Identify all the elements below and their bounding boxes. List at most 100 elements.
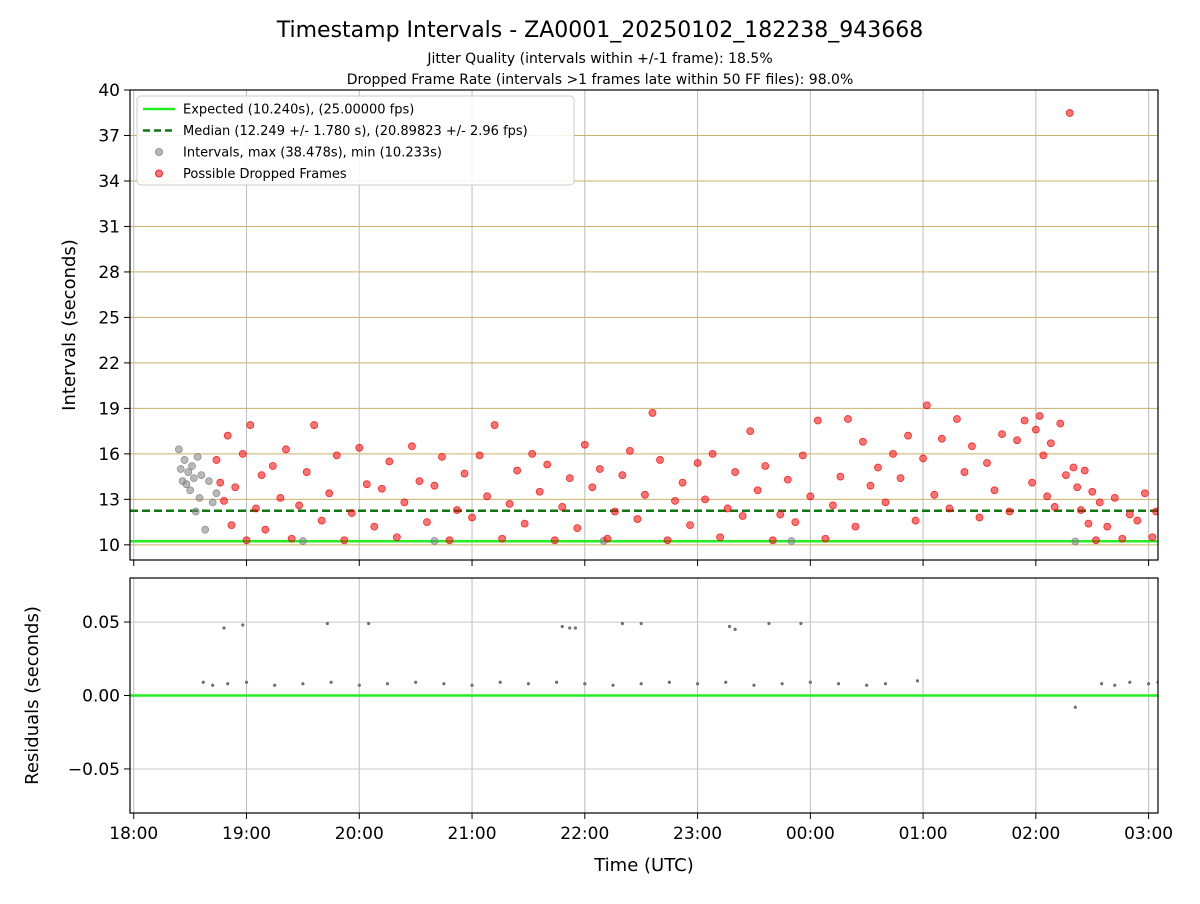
interval-point	[184, 468, 193, 476]
dropped-frame-point	[287, 534, 296, 543]
dropped-frame-point	[1148, 533, 1157, 542]
xtick-label: 19:00	[222, 824, 271, 844]
dropped-frame-point	[223, 431, 232, 440]
residual-point	[498, 680, 502, 684]
residual-point	[301, 682, 305, 686]
legend-box	[136, 95, 575, 186]
chart-subtitle-jitter: Jitter Quality (intervals within +/-1 fr…	[426, 51, 772, 67]
dropped-frame-point	[930, 490, 939, 499]
dropped-frame-point	[1062, 471, 1070, 479]
dropped-frame-point	[276, 493, 285, 502]
interval-point	[787, 537, 796, 545]
dropped-frame-point	[881, 498, 890, 507]
residual-point	[1147, 682, 1151, 686]
dropped-frame-point	[1065, 109, 1074, 117]
dropped-frame-point	[945, 504, 954, 513]
dropped-frame-point	[768, 536, 777, 545]
interval-point	[205, 477, 213, 486]
dropped-frame-point	[453, 506, 461, 514]
dropped-frame-point	[558, 503, 567, 511]
dropped-frame-point	[332, 451, 341, 460]
interval-point	[186, 486, 195, 495]
interval-point	[182, 480, 191, 489]
interval-point	[176, 465, 185, 473]
chart-title: Timestamp Intervals - ZA0001_20250102_18…	[276, 18, 924, 43]
dropped-frame-point	[975, 513, 984, 522]
residual-point	[555, 680, 559, 684]
dropped-frame-point	[851, 522, 860, 531]
dropped-frame-point	[543, 460, 552, 469]
dropped-frame-point	[1140, 489, 1149, 498]
interval-point	[188, 462, 196, 470]
dropped-frame-point	[983, 459, 991, 467]
dropped-frame-point	[746, 427, 755, 436]
dropped-frame-point	[648, 409, 657, 417]
xtick-label: 03:00	[1124, 824, 1173, 844]
interval-point	[193, 453, 202, 461]
dropped-frame-point	[1031, 425, 1040, 434]
dropped-frame-point	[310, 421, 319, 429]
dropped-frame-point	[960, 468, 969, 476]
residual-point	[695, 682, 700, 686]
dropped-frame-point	[385, 457, 394, 466]
dropped-frame-point	[641, 490, 649, 499]
bottom-ytick-label: 0.00	[82, 687, 120, 707]
interval-point	[174, 445, 183, 454]
dropped-frame-point	[573, 524, 582, 533]
dropped-frame-point	[723, 504, 732, 513]
legend-entry-label: Intervals, max (38.478s), min (10.233s)	[183, 146, 442, 161]
dropped-frame-point	[498, 534, 507, 543]
dropped-frame-point	[377, 484, 386, 493]
residual-point	[222, 626, 226, 630]
dropped-frame-point	[460, 469, 469, 478]
xtick-label: 01:00	[899, 824, 948, 844]
residual-point	[526, 682, 531, 686]
dropped-frame-point	[1088, 487, 1097, 496]
residual-point	[241, 623, 245, 627]
dropped-frame-point	[889, 449, 897, 458]
dropped-frame-point	[828, 501, 837, 510]
dropped-frame-point	[325, 489, 334, 498]
residual-point	[385, 682, 390, 686]
dropped-frame-point	[798, 451, 807, 460]
residual-point	[883, 682, 888, 686]
dropped-frame-point	[362, 480, 371, 489]
dropped-frame-point	[678, 478, 687, 487]
dropped-frame-point	[528, 449, 537, 458]
dropped-frame-point	[370, 522, 379, 531]
dropped-frame-point	[1035, 412, 1044, 420]
interval-point	[189, 474, 198, 483]
residuals-panel: −0.05 0.00 0.05 18:00 19:00 20:00 21:00 22:00 23…	[22, 577, 1173, 876]
residuals-ylabel: Residuals (seconds)	[22, 606, 43, 785]
interval-point	[180, 456, 189, 464]
dropped-frame-point	[1028, 478, 1036, 487]
residual-point	[573, 626, 578, 630]
dropped-frame-point	[340, 536, 349, 545]
residual-point	[273, 683, 277, 687]
residual-point	[611, 683, 615, 687]
dropped-frame-point	[355, 443, 364, 452]
dropped-frame-point	[242, 536, 251, 545]
dropped-frame-point	[438, 453, 446, 461]
dropped-frame-point	[505, 500, 514, 508]
dropped-frame-point	[859, 437, 867, 446]
dropped-frame-point	[791, 518, 800, 526]
residual-point	[767, 621, 771, 626]
residual-point	[560, 624, 564, 629]
dropped-frame-point	[595, 465, 604, 473]
dropped-frame-point	[693, 459, 702, 467]
dropped-frame-point	[738, 512, 747, 520]
dropped-frame-point	[968, 442, 976, 451]
dropped-frame-point	[1020, 416, 1029, 425]
dropped-frame-point	[423, 518, 431, 526]
residual-point	[733, 627, 737, 632]
residual-point	[325, 621, 329, 626]
dropped-frame-point	[904, 431, 912, 440]
residual-point	[357, 683, 361, 687]
interval-point	[298, 537, 307, 545]
interval-point	[1071, 537, 1080, 546]
top-ytick-label: 13	[98, 490, 120, 510]
dropped-frame-point	[231, 483, 240, 492]
dropped-frame-point	[282, 445, 290, 454]
dropped-frame-point	[1118, 534, 1127, 543]
